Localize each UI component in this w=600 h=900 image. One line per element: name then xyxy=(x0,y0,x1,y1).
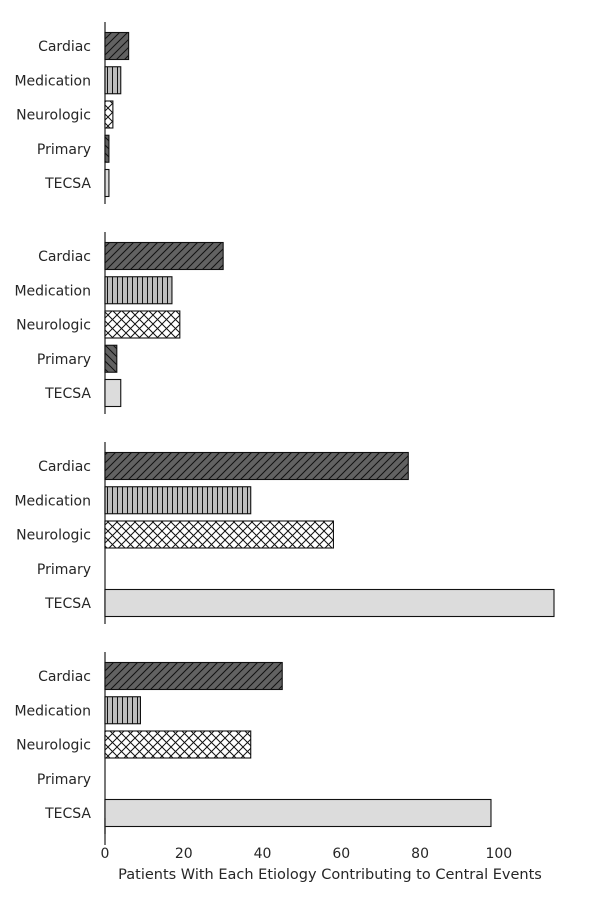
bar-hatch-medication xyxy=(105,486,251,514)
x-tick-label-60: 60 xyxy=(332,846,350,862)
category-label-cardiac: Cardiac xyxy=(38,39,91,55)
bar-hatch-medication xyxy=(105,696,141,724)
bar-outline-tecsa xyxy=(104,378,122,408)
category-label-medication: Medication xyxy=(14,703,91,719)
bar-hatch-cardiac xyxy=(105,452,409,480)
bar-outline-neurologic xyxy=(104,100,114,129)
category-label-tecsa: TECSA xyxy=(44,176,91,192)
bar-outline-tecsa xyxy=(104,168,110,198)
category-label-primary: Primary xyxy=(37,562,91,578)
x-axis-title: Patients With Each Etiology Contributing… xyxy=(118,867,542,883)
bar-outline-cardiac xyxy=(104,31,130,61)
x-tick-label-40: 40 xyxy=(254,846,272,862)
bar-hatch-medication xyxy=(105,66,121,94)
bar-hatch-primary xyxy=(105,135,109,163)
bar-tecsa xyxy=(105,799,491,827)
bar-outline-neurologic xyxy=(104,310,181,339)
bar-hatch-cardiac xyxy=(105,32,129,60)
category-label-neurologic: Neurologic xyxy=(16,108,91,124)
panel-4: Cardiac Medication Neurologic Primary TECSA xyxy=(14,652,492,834)
x-axis: 0 20 40 60 80 100 xyxy=(101,818,512,862)
bar-hatch-neurologic xyxy=(105,521,334,548)
x-tick-label-80: 80 xyxy=(411,846,429,862)
bar-outline-cardiac xyxy=(104,451,409,481)
category-label-neurologic: Neurologic xyxy=(16,528,91,544)
x-tick-label-0: 0 xyxy=(101,846,110,862)
panel-3: Cardiac Medication Neurologic Primary TECSA xyxy=(14,442,555,624)
bar-outline-cardiac xyxy=(104,241,224,271)
category-label-tecsa: TECSA xyxy=(44,386,91,402)
x-tick-label-100: 100 xyxy=(485,846,512,862)
bar-hatch-cardiac xyxy=(105,242,224,270)
bar-outline-medication xyxy=(104,276,173,305)
panel-2: Cardiac Medication Neurologic Primary TECSA xyxy=(14,232,224,414)
bar-outline-neurologic xyxy=(104,730,252,759)
bar-outline-primary xyxy=(104,344,118,373)
category-label-primary: Primary xyxy=(37,352,91,368)
bar-outline-medication xyxy=(104,66,122,95)
bar-outline-tecsa xyxy=(104,588,555,618)
category-label-cardiac: Cardiac xyxy=(38,249,91,265)
x-tick-label-20: 20 xyxy=(175,846,193,862)
bar-tecsa xyxy=(105,169,109,197)
category-label-medication: Medication xyxy=(14,73,91,89)
bar-tecsa xyxy=(105,589,554,617)
bar-outline-primary xyxy=(104,134,110,163)
category-label-cardiac: Cardiac xyxy=(38,669,91,685)
category-label-primary: Primary xyxy=(37,772,91,788)
bar-hatch-cardiac xyxy=(105,662,283,690)
bar-hatch-neurologic xyxy=(105,101,113,128)
category-label-neurologic: Neurologic xyxy=(16,318,91,334)
category-label-neurologic: Neurologic xyxy=(16,738,91,754)
category-label-medication: Medication xyxy=(14,493,91,509)
category-label-primary: Primary xyxy=(37,142,91,158)
category-label-tecsa: TECSA xyxy=(44,806,91,822)
bar-hatch-neurologic xyxy=(105,731,251,758)
category-label-cardiac: Cardiac xyxy=(38,459,91,475)
bar-tecsa xyxy=(105,379,121,407)
category-label-tecsa: TECSA xyxy=(44,596,91,612)
panel-1: Cardiac Medication Neurologic Primary TECSA xyxy=(14,22,130,204)
bar-hatch-primary xyxy=(105,345,117,373)
bar-outline-tecsa xyxy=(104,798,492,828)
bar-hatch-neurologic xyxy=(105,311,180,338)
bar-outline-medication xyxy=(104,486,252,515)
bar-hatch-medication xyxy=(105,276,172,304)
bar-outline-neurologic xyxy=(104,520,334,549)
category-label-medication: Medication xyxy=(14,283,91,299)
bar-outline-cardiac xyxy=(104,661,283,691)
bar-outline-medication xyxy=(104,696,141,725)
